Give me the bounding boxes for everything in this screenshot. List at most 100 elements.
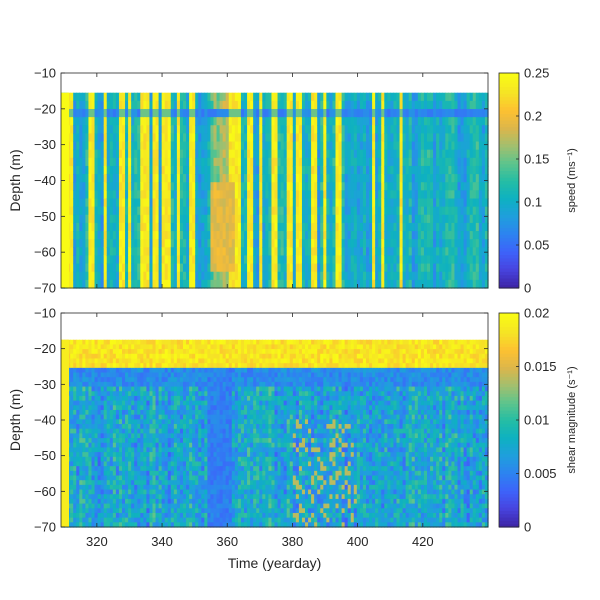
- heatmap-cell: [234, 92, 239, 102]
- heatmap-cell: [73, 239, 77, 248]
- heatmap-cell: [115, 475, 120, 481]
- heatmap-cell: [137, 263, 141, 273]
- heatmap-cell: [222, 92, 227, 102]
- heatmap-cell: [115, 339, 120, 346]
- heatmap-cell: [131, 133, 135, 143]
- heatmap-cell: [344, 279, 349, 289]
- heatmap-cell: [414, 174, 419, 183]
- heatmap-cell: [280, 271, 285, 281]
- heatmap-cell: [439, 174, 443, 183]
- heatmap-cell: [262, 263, 266, 273]
- heatmap-cell: [274, 141, 279, 151]
- heatmap-cell: [173, 141, 178, 151]
- heatmap-cell: [173, 400, 178, 406]
- heatmap-cell: [125, 503, 129, 509]
- colorbar-swatch: [499, 106, 519, 111]
- heatmap-cell: [122, 400, 126, 406]
- heatmap-cell: [137, 239, 141, 248]
- heatmap-cell: [176, 214, 181, 224]
- heatmap-cell: [323, 92, 327, 102]
- heatmap-cell: [265, 182, 269, 191]
- heatmap-cell: [167, 372, 172, 378]
- heatmap-cell: [91, 484, 96, 491]
- heatmap-cell: [277, 263, 282, 273]
- heatmap-cell: [118, 442, 123, 449]
- heatmap-cell: [240, 100, 245, 110]
- heatmap-cell: [73, 498, 77, 505]
- heatmap-cell: [100, 349, 105, 355]
- heatmap-cell: [73, 484, 77, 491]
- heatmap-cell: [460, 239, 465, 248]
- heatmap-cell: [369, 271, 373, 281]
- heatmap-cell: [100, 395, 105, 402]
- heatmap-cell: [408, 190, 413, 200]
- heatmap-cell: [372, 165, 376, 175]
- heatmap-cell: [222, 117, 227, 126]
- heatmap-cell: [414, 247, 419, 257]
- heatmap-cell: [219, 174, 224, 183]
- heatmap-cell: [262, 279, 266, 289]
- heatmap-cell: [411, 92, 416, 102]
- heatmap-cell: [140, 182, 144, 191]
- heatmap-cell: [234, 141, 239, 151]
- heatmap-cell: [253, 149, 257, 159]
- heatmap-cell: [359, 182, 364, 191]
- heatmap-cell: [152, 108, 157, 118]
- heatmap-cell: [167, 428, 172, 434]
- heatmap-cell: [189, 190, 193, 200]
- heatmap-cell: [164, 263, 169, 273]
- heatmap-cell: [167, 222, 172, 232]
- heatmap-cell: [250, 214, 254, 224]
- heatmap-cell: [259, 239, 263, 248]
- heatmap-cell: [484, 149, 489, 159]
- heatmap-cell: [366, 149, 370, 159]
- heatmap-cell: [430, 117, 434, 126]
- heatmap-cell: [106, 503, 111, 509]
- heatmap-cell: [481, 108, 486, 118]
- heatmap-cell: [295, 206, 300, 216]
- heatmap-cell: [161, 414, 166, 420]
- heatmap-cell: [170, 231, 175, 240]
- heatmap-cell: [308, 190, 312, 200]
- heatmap-cell: [161, 503, 166, 509]
- heatmap-cell: [109, 206, 114, 216]
- heatmap-cell: [192, 165, 196, 175]
- heatmap-cell: [164, 456, 169, 463]
- heatmap-cell: [146, 100, 151, 110]
- heatmap-cell: [305, 157, 309, 167]
- heatmap-cell: [265, 222, 269, 232]
- heatmap-cell: [216, 125, 221, 134]
- heatmap-cell: [240, 263, 245, 273]
- heatmap-cell: [381, 149, 385, 159]
- heatmap-cell: [338, 214, 343, 224]
- heatmap-cell: [472, 149, 477, 159]
- heatmap-cell: [82, 247, 86, 257]
- heatmap-cell: [158, 466, 163, 472]
- heatmap-cell: [79, 141, 83, 151]
- heatmap-cell: [225, 198, 230, 208]
- heatmap-cell: [164, 386, 169, 392]
- heatmap-cell: [454, 279, 459, 289]
- heatmap-cell: [451, 239, 456, 248]
- heatmap-cell: [451, 149, 456, 159]
- heatmap-cell: [323, 125, 327, 134]
- heatmap-cell: [134, 141, 138, 151]
- heatmap-cell: [225, 100, 230, 110]
- heatmap-cell: [112, 494, 117, 500]
- heatmap-cell: [146, 470, 151, 477]
- heatmap-cell: [76, 214, 80, 224]
- heatmap-cell: [481, 263, 486, 273]
- heatmap-cell: [350, 206, 355, 216]
- heatmap-cell: [292, 214, 297, 224]
- heatmap-cell: [329, 190, 334, 200]
- heatmap-cell: [173, 494, 178, 500]
- heatmap-cell: [125, 517, 129, 523]
- heatmap-cell: [460, 231, 465, 240]
- heatmap-cell: [152, 157, 157, 167]
- heatmap-cell: [149, 447, 154, 453]
- heatmap-cell: [481, 165, 486, 175]
- heatmap-cell: [408, 214, 413, 224]
- heatmap-cell: [362, 165, 367, 175]
- heatmap-cell: [155, 475, 160, 481]
- heatmap-cell: [237, 182, 242, 191]
